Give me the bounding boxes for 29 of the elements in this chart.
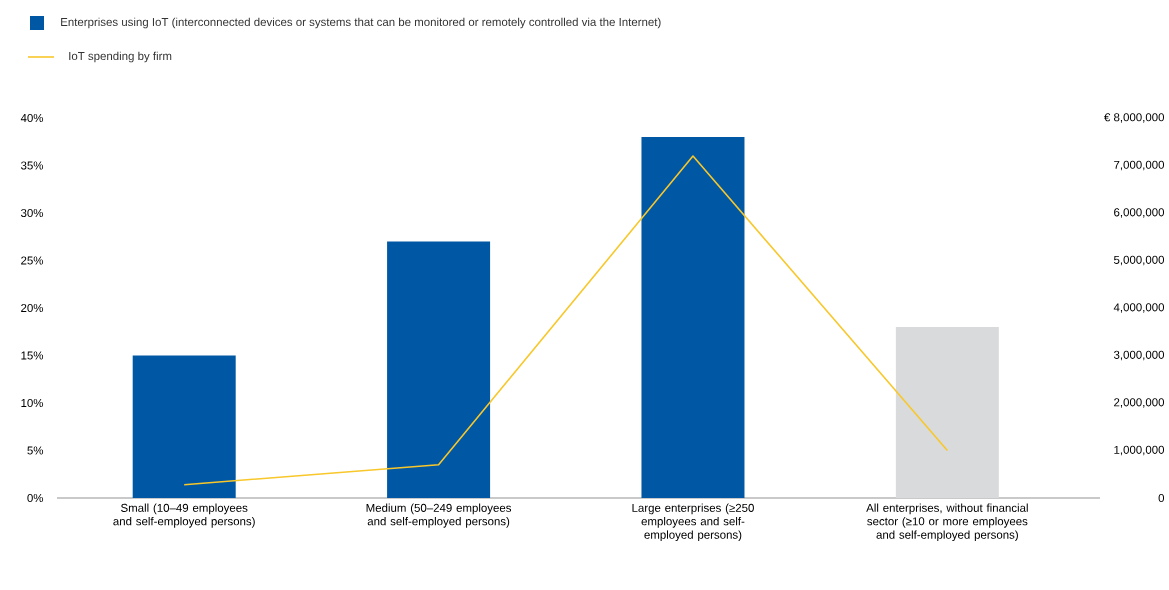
y2-tick-label: € 8,000,000 [1104, 113, 1165, 123]
y-tick-label: 40% [20, 113, 44, 123]
y2-tick-label: 6,000,000 [1114, 208, 1165, 218]
legend-label: Enterprises using IoT (interconnected devices or systems that can be monitored or remotely controlled via the Internet) [61, 17, 661, 29]
legend-label: IoT spending by firm [69, 51, 172, 63]
y2-tick-label: 3,000,000 [1113, 350, 1165, 361]
x-tick-label: Medium (50–249 employees and self-employed persons) [366, 503, 512, 528]
x-tick-label: All enterprises, without financial sector (≥10 or more employees and self-employed persons) [866, 503, 1028, 542]
y-tick-label: 20% [21, 303, 44, 313]
x-tick-label: Small (10–49 employees and self-employed persons) [113, 503, 255, 528]
y2-tick-label: 0 [1158, 493, 1165, 503]
y-tick-label: 0% [27, 493, 44, 503]
bar [132, 355, 236, 498]
y2-tick-label: 1,000,000 [1114, 445, 1165, 456]
y-tick-label: 30% [20, 208, 44, 218]
y2-tick-label: 2,000,000 [1114, 398, 1165, 408]
y-tick-label: 25% [21, 256, 44, 265]
y-tick-label: 10% [21, 398, 44, 408]
y2-tick-label: 5,000,000 [1113, 255, 1165, 266]
y-tick-label: 5% [27, 446, 44, 455]
y-tick-label: 35% [20, 161, 44, 170]
x-tick-label: Large enterprises (≥250 employees and self-employed persons) [632, 503, 754, 542]
bar [641, 137, 745, 498]
y2-tick-label: 7,000,000 [1114, 160, 1165, 171]
bar [895, 327, 999, 498]
bar [387, 241, 491, 498]
line-series [183, 155, 949, 486]
y-tick-label: 15% [21, 351, 44, 360]
y2-tick-label: 4,000,000 [1113, 303, 1165, 313]
